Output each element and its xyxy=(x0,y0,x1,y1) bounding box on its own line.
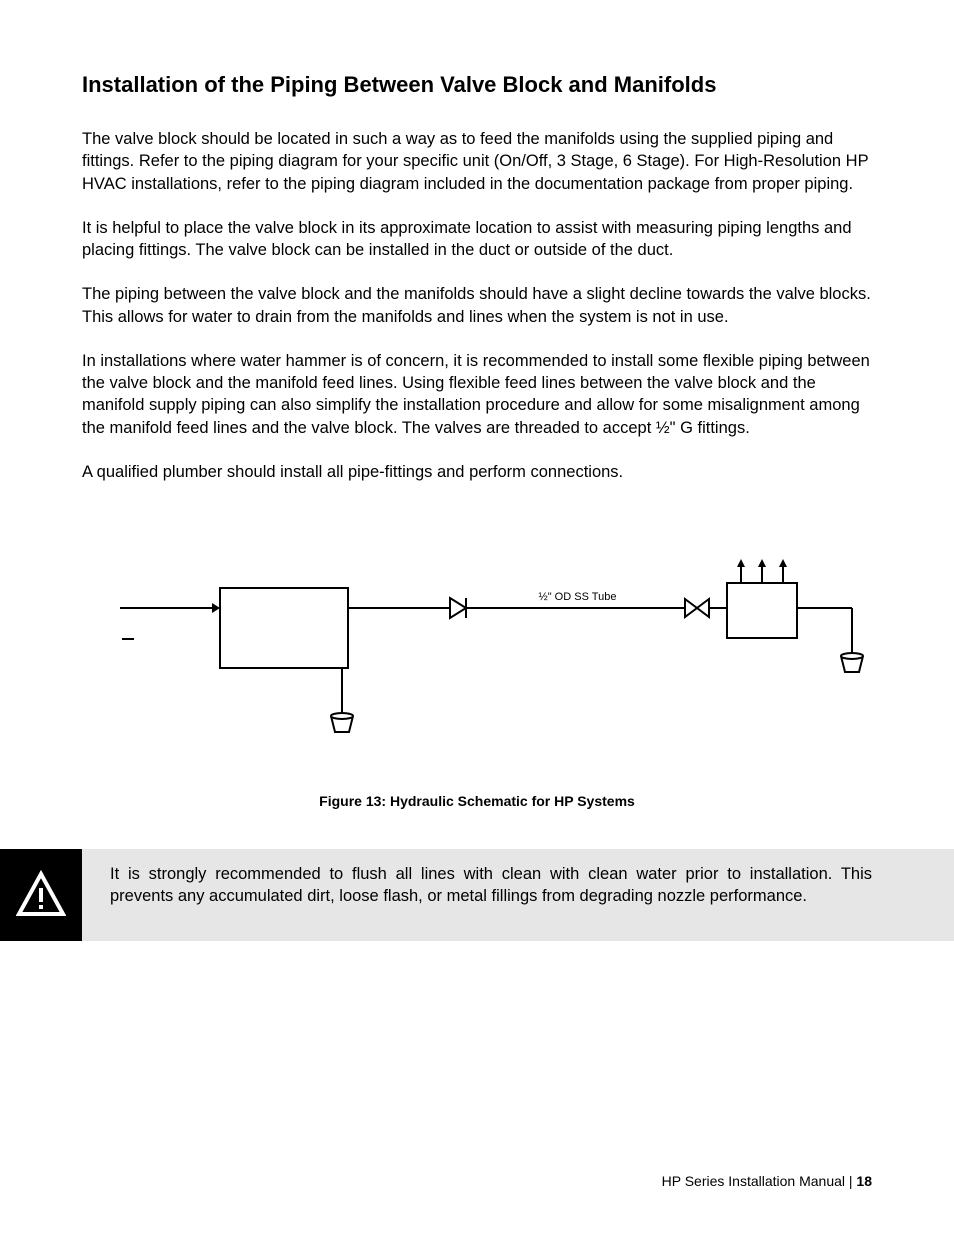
figure-caption: Figure 13: Hydraulic Schematic for HP Sy… xyxy=(82,793,872,809)
footer-page-number: 18 xyxy=(856,1173,872,1189)
paragraph-3: The piping between the valve block and t… xyxy=(82,283,872,328)
paragraph-2: It is helpful to place the valve block i… xyxy=(82,217,872,262)
warning-text: It is strongly recommended to flush all … xyxy=(82,849,954,922)
schematic-svg: ½" OD SS Tube xyxy=(82,543,872,773)
hydraulic-schematic-figure: ½" OD SS Tube xyxy=(82,543,872,773)
warning-icon xyxy=(0,849,82,941)
paragraph-4: In installations where water hammer is o… xyxy=(82,350,872,439)
paragraph-5: A qualified plumber should install all p… xyxy=(82,461,872,483)
page-footer: HP Series Installation Manual | 18 xyxy=(662,1173,872,1189)
footer-label: HP Series Installation Manual | xyxy=(662,1173,857,1189)
paragraph-1: The valve block should be located in suc… xyxy=(82,128,872,195)
section-title: Installation of the Piping Between Valve… xyxy=(82,72,872,98)
warning-callout: It is strongly recommended to flush all … xyxy=(0,849,954,941)
svg-text:½" OD SS Tube: ½" OD SS Tube xyxy=(539,591,617,603)
